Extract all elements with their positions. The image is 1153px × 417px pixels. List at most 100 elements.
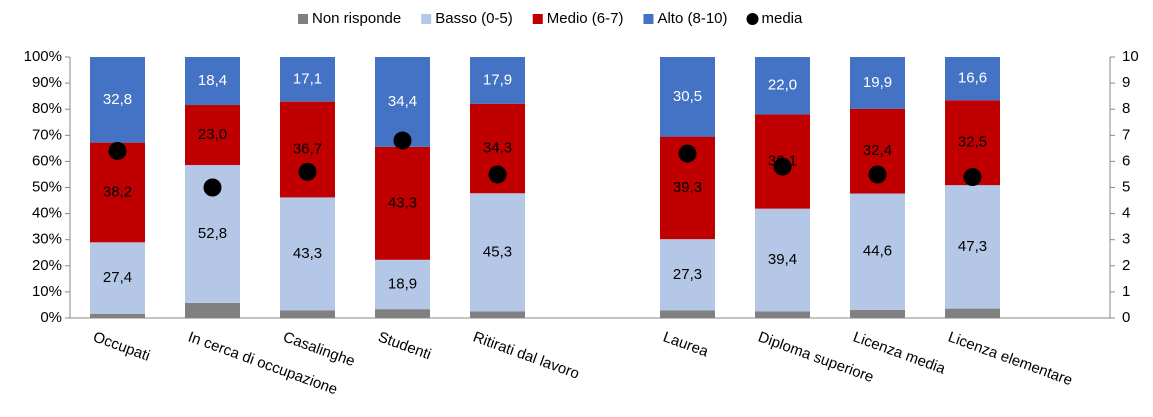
y2-tick-label: 9 (1122, 74, 1130, 91)
media-dot (773, 157, 792, 176)
y-tick-label: 10% (32, 283, 62, 300)
media-dot (488, 165, 507, 184)
bar-segment (850, 57, 905, 109)
y2-tick-label: 4 (1122, 205, 1130, 222)
data-label: 34,4 (388, 93, 417, 110)
x-tick-label: Licenza elementare (946, 329, 1075, 390)
x-tick-label: Casalinghe (281, 329, 357, 371)
data-label: 39,4 (768, 251, 797, 268)
bar-segment (375, 309, 430, 318)
bar-segment (90, 242, 145, 314)
bar-segment (660, 239, 715, 311)
bar-segment (470, 311, 525, 318)
x-tick-label: Studenti (376, 329, 434, 364)
legend-label: Medio (6-7) (547, 10, 624, 27)
data-label: 27,3 (673, 266, 702, 283)
bar-segment (375, 146, 430, 260)
data-label: 34,3 (483, 139, 512, 156)
data-label: 43,3 (388, 194, 417, 211)
data-label: 30,5 (673, 88, 702, 105)
y-tick-label: 50% (32, 178, 62, 195)
bar-segment (280, 310, 335, 318)
bar-segment (470, 193, 525, 312)
legend-label: Non risponde (312, 10, 401, 27)
data-label: 43,3 (293, 245, 322, 262)
y-tick-label: 40% (32, 205, 62, 222)
data-label: 36,7 (293, 140, 322, 157)
y2-tick-label: 1 (1122, 283, 1130, 300)
data-label: 44,6 (863, 243, 892, 260)
bar-segment (945, 308, 1000, 318)
y2-tick-label: 0 (1122, 309, 1130, 326)
media-dot (678, 144, 697, 163)
y2-tick-label: 3 (1122, 231, 1130, 248)
bar-segment (280, 57, 335, 102)
y2-tick-label: 6 (1122, 152, 1130, 169)
bar-segment (660, 310, 715, 318)
data-label: 16,6 (958, 70, 987, 87)
data-label: 39,3 (673, 179, 702, 196)
data-label: 18,9 (388, 275, 417, 292)
bar-segment (185, 302, 240, 318)
data-label: 22,0 (768, 77, 797, 94)
y-tick-label: 70% (32, 126, 62, 143)
data-label: 47,3 (958, 238, 987, 255)
legend-label: Basso (0-5) (435, 10, 513, 27)
data-label: 45,3 (483, 243, 512, 260)
media-dot (868, 165, 887, 184)
bar-segment (660, 57, 715, 137)
data-label: 19,9 (863, 74, 892, 91)
legend-marker (421, 14, 432, 24)
legend-label: Alto (8-10) (657, 10, 727, 27)
bar-segment (185, 57, 240, 106)
data-label: 32,5 (958, 134, 987, 151)
y-tick-label: 80% (32, 100, 62, 117)
media-dot (393, 131, 412, 150)
legend-marker (643, 14, 654, 24)
bar-segment (755, 311, 810, 318)
media-dot (108, 141, 127, 160)
bar-segment (945, 57, 1000, 101)
y-tick-label: 100% (24, 48, 62, 65)
x-tick-label: Laurea (661, 329, 711, 361)
bar-segment (755, 208, 810, 312)
legend: Non risponde Basso (0-5) Medio (6-7) Alto (… (298, 10, 803, 27)
bar-segment (280, 197, 335, 311)
bar-segment (850, 193, 905, 310)
bar-segment (470, 57, 525, 104)
data-label: 18,4 (198, 72, 227, 89)
legend-marker (532, 14, 543, 24)
y2-tick-label: 5 (1122, 178, 1130, 195)
y2-tick-label: 2 (1122, 257, 1130, 274)
legend-marker (746, 13, 759, 25)
bar-segment (375, 259, 430, 310)
bar-segment (185, 105, 240, 166)
data-label: 52,8 (198, 225, 227, 242)
data-label: 17,9 (483, 71, 512, 88)
y-tick-label: 90% (32, 74, 62, 91)
bar-segment (280, 101, 335, 198)
media-dot (298, 162, 317, 181)
y2-tick-label: 10 (1122, 48, 1139, 65)
y-tick-label: 30% (32, 231, 62, 248)
bar-segment (90, 313, 145, 318)
data-label: 32,4 (863, 142, 892, 159)
y-tick-label: 20% (32, 257, 62, 274)
bar-segment (755, 57, 810, 115)
bar-segment (90, 57, 145, 143)
y2-tick-label: 7 (1122, 126, 1130, 143)
x-tick-label: Ritirati dal lavoro (471, 329, 582, 383)
data-label: 23,0 (198, 126, 227, 143)
data-label: 27,4 (103, 269, 132, 286)
y2-tick-label: 8 (1122, 100, 1130, 117)
legend-marker (298, 14, 308, 24)
data-label: 32,8 (103, 91, 132, 108)
data-label: 17,1 (293, 70, 322, 87)
x-tick-label: Occupati (91, 329, 152, 365)
bar-segment (945, 185, 1000, 309)
media-dot (203, 178, 222, 197)
media-dot (963, 168, 982, 187)
legend-label: media (762, 10, 804, 27)
data-label: 38,2 (103, 183, 132, 200)
